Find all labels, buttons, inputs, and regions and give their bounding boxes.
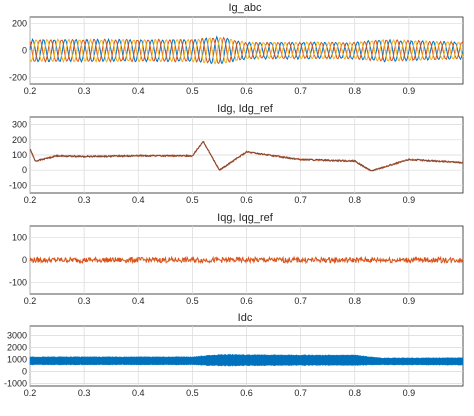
x-tick-label: 0.2: [24, 195, 37, 205]
x-tick-label: 0.8: [348, 195, 361, 205]
series-line: [29, 36, 464, 64]
chart-title-idc: Idc: [238, 312, 253, 324]
x-tick-label: 0.8: [348, 86, 361, 96]
x-tick-label: 0.3: [78, 296, 91, 306]
chart-title-idg: Idg, Idg_ref: [217, 103, 274, 115]
series-line: [29, 35, 464, 65]
y-tick-labels-idg: 300 200 100 0 -100: [9, 120, 27, 191]
series-lines-iqg: [29, 255, 464, 265]
y-tick-label: 0: [22, 367, 27, 377]
y-tick-label: -200: [9, 72, 27, 82]
chart-title-ig-abc: Ig_abc: [228, 2, 262, 14]
x-tick-label: 0.5: [186, 388, 199, 398]
x-tick-label: 0.7: [294, 195, 307, 205]
y-tick-label: 2000: [7, 343, 27, 353]
x-tick-label: 0.6: [240, 86, 253, 96]
series-line: [29, 141, 464, 172]
x-tick-label: 0.5: [186, 195, 199, 205]
x-tick-labels-iqg: 0.2 0.3 0.4 0.5 0.6 0.7 0.8 0.9: [24, 296, 415, 306]
x-tick-label: 0.2: [24, 296, 37, 306]
x-tick-label: 0.9: [403, 296, 416, 306]
chart-panel-ig-abc: Ig_abc 0.2 0.3 0.4 0.5 0.6 0.7 0.8 0.9 200 0 -200: [9, 2, 464, 96]
y-tick-label: 300: [12, 120, 27, 130]
x-tick-label: 0.2: [24, 388, 37, 398]
y-tick-label: -100: [9, 278, 27, 288]
y-tick-label: -1000: [4, 379, 27, 389]
x-tick-label: 0.8: [348, 296, 361, 306]
x-tick-label: 0.7: [294, 388, 307, 398]
series-line: [29, 255, 464, 265]
x-tick-label: 0.9: [403, 86, 416, 96]
series-line: [29, 36, 464, 65]
y-tick-labels-idc: 3000 2000 1000 0 -1000: [4, 331, 27, 389]
y-tick-label: 1000: [7, 355, 27, 365]
x-tick-label: 0.7: [294, 86, 307, 96]
y-tick-label: 3000: [7, 331, 27, 341]
y-tick-label: 100: [12, 150, 27, 160]
x-tick-label: 0.4: [132, 195, 145, 205]
series-lines-idg: [29, 140, 464, 172]
y-tick-label: 200: [12, 135, 27, 145]
x-tick-label: 0.3: [78, 388, 91, 398]
y-tick-label: 100: [12, 232, 27, 242]
x-tick-labels-ig-abc: 0.2 0.3 0.4 0.5 0.6 0.7 0.8 0.9: [24, 86, 415, 96]
x-tick-label: 0.3: [78, 195, 91, 205]
x-tick-label: 0.6: [240, 388, 253, 398]
chart-panel-idg: Idg, Idg_ref 0.2 0.3 0.4 0.5 0.6 0.7 0.8 0.9 30…: [9, 103, 464, 205]
x-tick-labels-idc: 0.2 0.3 0.4 0.5 0.6 0.7 0.8 0.9: [24, 388, 415, 398]
x-tick-label: 0.8: [348, 388, 361, 398]
y-tick-labels-iqg: 100 0 -100: [9, 232, 27, 287]
x-tick-label: 0.7: [294, 296, 307, 306]
y-tick-label: -100: [9, 180, 27, 190]
series-lines-idc: [29, 353, 464, 367]
series-lines-ig-abc: [29, 35, 464, 65]
x-tick-label: 0.5: [186, 86, 199, 96]
x-tick-label: 0.4: [132, 86, 145, 96]
x-tick-label: 0.2: [24, 86, 37, 96]
chart-panel-iqg: Iqg, Iqg_ref 0.2 0.3 0.4 0.5 0.6 0.7 0.8 0.9 10…: [9, 212, 464, 306]
series-band: [29, 353, 464, 367]
grid-lines-idg: [29, 117, 463, 193]
x-tick-label: 0.6: [240, 296, 253, 306]
x-tick-label: 0.6: [240, 195, 253, 205]
y-tick-label: 0: [22, 255, 27, 265]
x-tick-label: 0.9: [403, 388, 416, 398]
x-tick-label: 0.4: [132, 296, 145, 306]
y-tick-label: 0: [22, 165, 27, 175]
chart-panel-idc: Idc 0.2 0.3 0.4 0.5 0.6 0.7 0.8 0.9 3000 2000 100…: [4, 312, 464, 398]
y-tick-labels-ig-abc: 200 0 -200: [9, 19, 27, 83]
y-tick-label: 0: [22, 46, 27, 56]
x-tick-label: 0.5: [186, 296, 199, 306]
x-tick-label: 0.4: [132, 388, 145, 398]
y-tick-label: 200: [12, 19, 27, 29]
x-tick-label: 0.3: [78, 86, 91, 96]
chart-title-iqg: Iqg, Iqg_ref: [217, 212, 274, 224]
x-tick-label: 0.9: [403, 195, 416, 205]
x-tick-labels-idg: 0.2 0.3 0.4 0.5 0.6 0.7 0.8 0.9: [24, 195, 415, 205]
